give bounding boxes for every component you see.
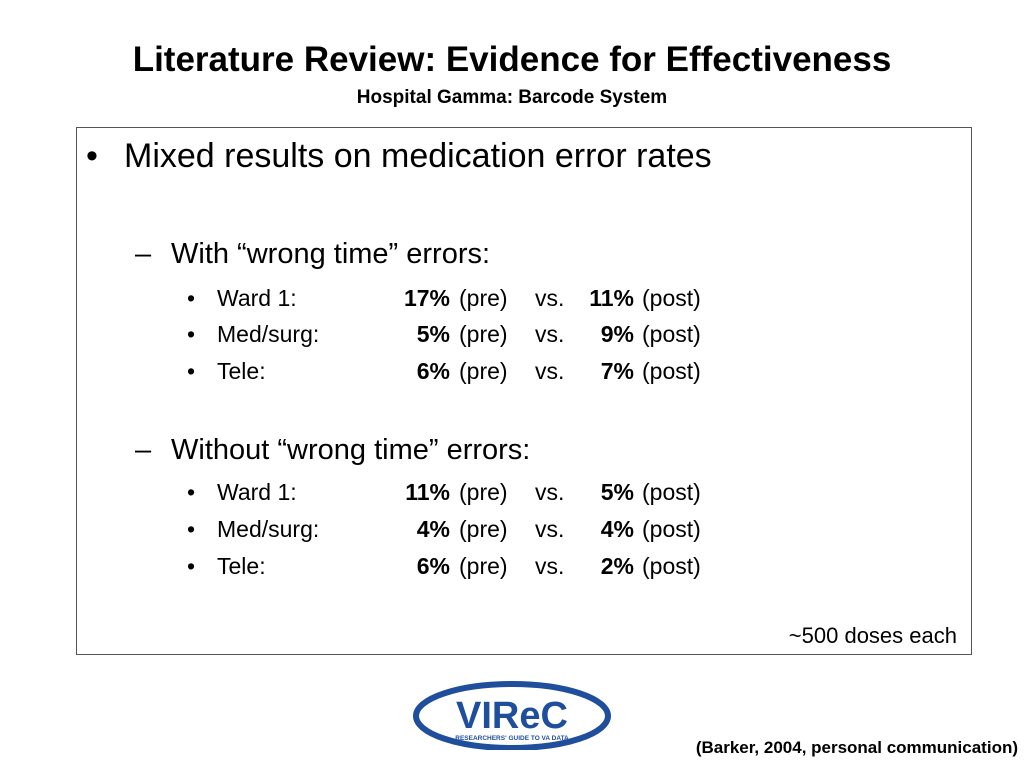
logo-swoosh-inner [426,690,598,742]
pre-tag: (pre) [459,516,508,542]
post-value: 9% [600,321,634,347]
pre-value: 6% [416,358,450,384]
pre-value: 17% [403,285,450,311]
vs-text: vs. [535,321,565,347]
main-point-text: Mixed results on medication error rates [124,137,712,175]
row-bullet: • [187,285,196,311]
row-bullet: • [187,516,196,542]
row-bullet: • [187,479,196,505]
pre-tag: (pre) [459,479,508,505]
post-value: 5% [600,479,634,505]
unit-label: Tele: [217,553,266,579]
content-box [76,127,972,655]
post-tag: (post) [642,285,701,311]
post-tag: (post) [642,358,701,384]
pre-value: 5% [416,321,450,347]
pre-tag: (pre) [459,553,508,579]
row-bullet: • [187,321,196,347]
bullet-symbol: • [86,137,98,175]
doses-note: ~500 doses each [788,623,957,648]
post-value: 2% [600,553,634,579]
section-heading-text: With “wrong time” errors: [171,238,491,270]
pre-tag: (pre) [459,321,508,347]
virec-logo: VIReC RESEARCHERS' GUIDE TO VA DATA [413,681,611,750]
pre-value: 4% [416,516,450,542]
vs-text: vs. [535,358,565,384]
unit-label: Ward 1: [217,285,297,311]
pre-tag: (pre) [459,285,508,311]
pre-value: 11% [405,479,450,505]
post-value: 11% [589,285,634,311]
section-heading-with-wrong-time: – With “wrong time” errors: [135,236,490,272]
logo-swoosh-outer [413,681,611,750]
section-heading-text: Without “wrong time” errors: [171,434,531,466]
vs-text: vs. [535,516,565,542]
post-value: 4% [600,516,634,542]
main-bullet: • Mixed results on medication error rates [86,135,712,177]
slide-subtitle: Hospital Gamma: Barcode System [356,87,668,108]
logo-tagline: RESEARCHERS' GUIDE TO VA DATA [455,735,569,742]
vs-text: vs. [535,285,565,311]
post-tag: (post) [642,321,701,347]
dash-symbol: – [135,238,152,270]
unit-label: Ward 1: [217,479,297,505]
slide-title: Literature Review: Evidence for Effectiv… [132,40,892,79]
row-bullet: • [187,553,196,579]
citation: (Barker, 2004, personal communication) [695,738,1018,757]
unit-label: Med/surg: [217,516,320,542]
section-heading-without-wrong-time: – Without “wrong time” errors: [135,432,530,468]
unit-label: Tele: [217,358,266,384]
post-tag: (post) [642,516,701,542]
vs-text: vs. [535,479,565,505]
dash-symbol: – [135,434,152,466]
vs-text: vs. [535,553,565,579]
post-value: 7% [600,358,634,384]
unit-label: Med/surg: [217,321,320,347]
row-bullet: • [187,358,196,384]
pre-value: 6% [416,553,450,579]
post-tag: (post) [642,553,701,579]
pre-tag: (pre) [459,358,508,384]
logo-wordmark: VIReC [456,695,568,737]
post-tag: (post) [642,479,701,505]
